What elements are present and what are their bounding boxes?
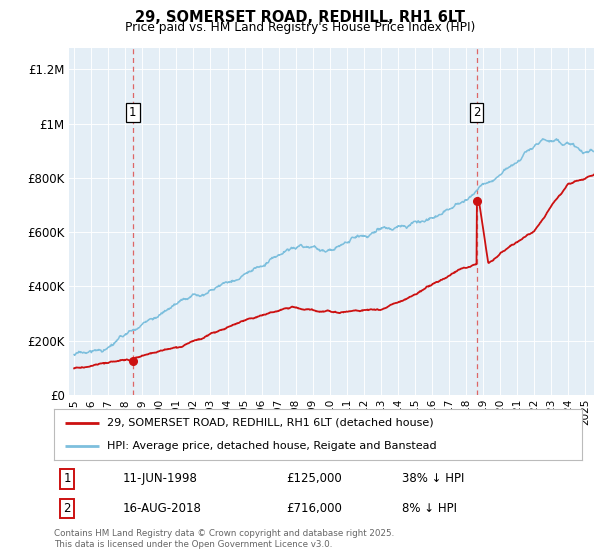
Text: 1: 1 [64, 472, 71, 485]
Text: £125,000: £125,000 [286, 472, 342, 485]
Text: 2: 2 [473, 106, 481, 119]
Text: 29, SOMERSET ROAD, REDHILL, RH1 6LT (detached house): 29, SOMERSET ROAD, REDHILL, RH1 6LT (det… [107, 418, 433, 428]
Text: Price paid vs. HM Land Registry's House Price Index (HPI): Price paid vs. HM Land Registry's House … [125, 21, 475, 34]
Text: Contains HM Land Registry data © Crown copyright and database right 2025.
This d: Contains HM Land Registry data © Crown c… [54, 529, 394, 549]
Text: 38% ↓ HPI: 38% ↓ HPI [403, 472, 465, 485]
Text: 11-JUN-1998: 11-JUN-1998 [122, 472, 197, 485]
Text: 29, SOMERSET ROAD, REDHILL, RH1 6LT: 29, SOMERSET ROAD, REDHILL, RH1 6LT [135, 10, 465, 25]
Text: 16-AUG-2018: 16-AUG-2018 [122, 502, 202, 515]
Text: HPI: Average price, detached house, Reigate and Banstead: HPI: Average price, detached house, Reig… [107, 441, 436, 451]
Text: 1: 1 [129, 106, 137, 119]
Text: 8% ↓ HPI: 8% ↓ HPI [403, 502, 457, 515]
Text: £716,000: £716,000 [286, 502, 342, 515]
Text: 2: 2 [64, 502, 71, 515]
